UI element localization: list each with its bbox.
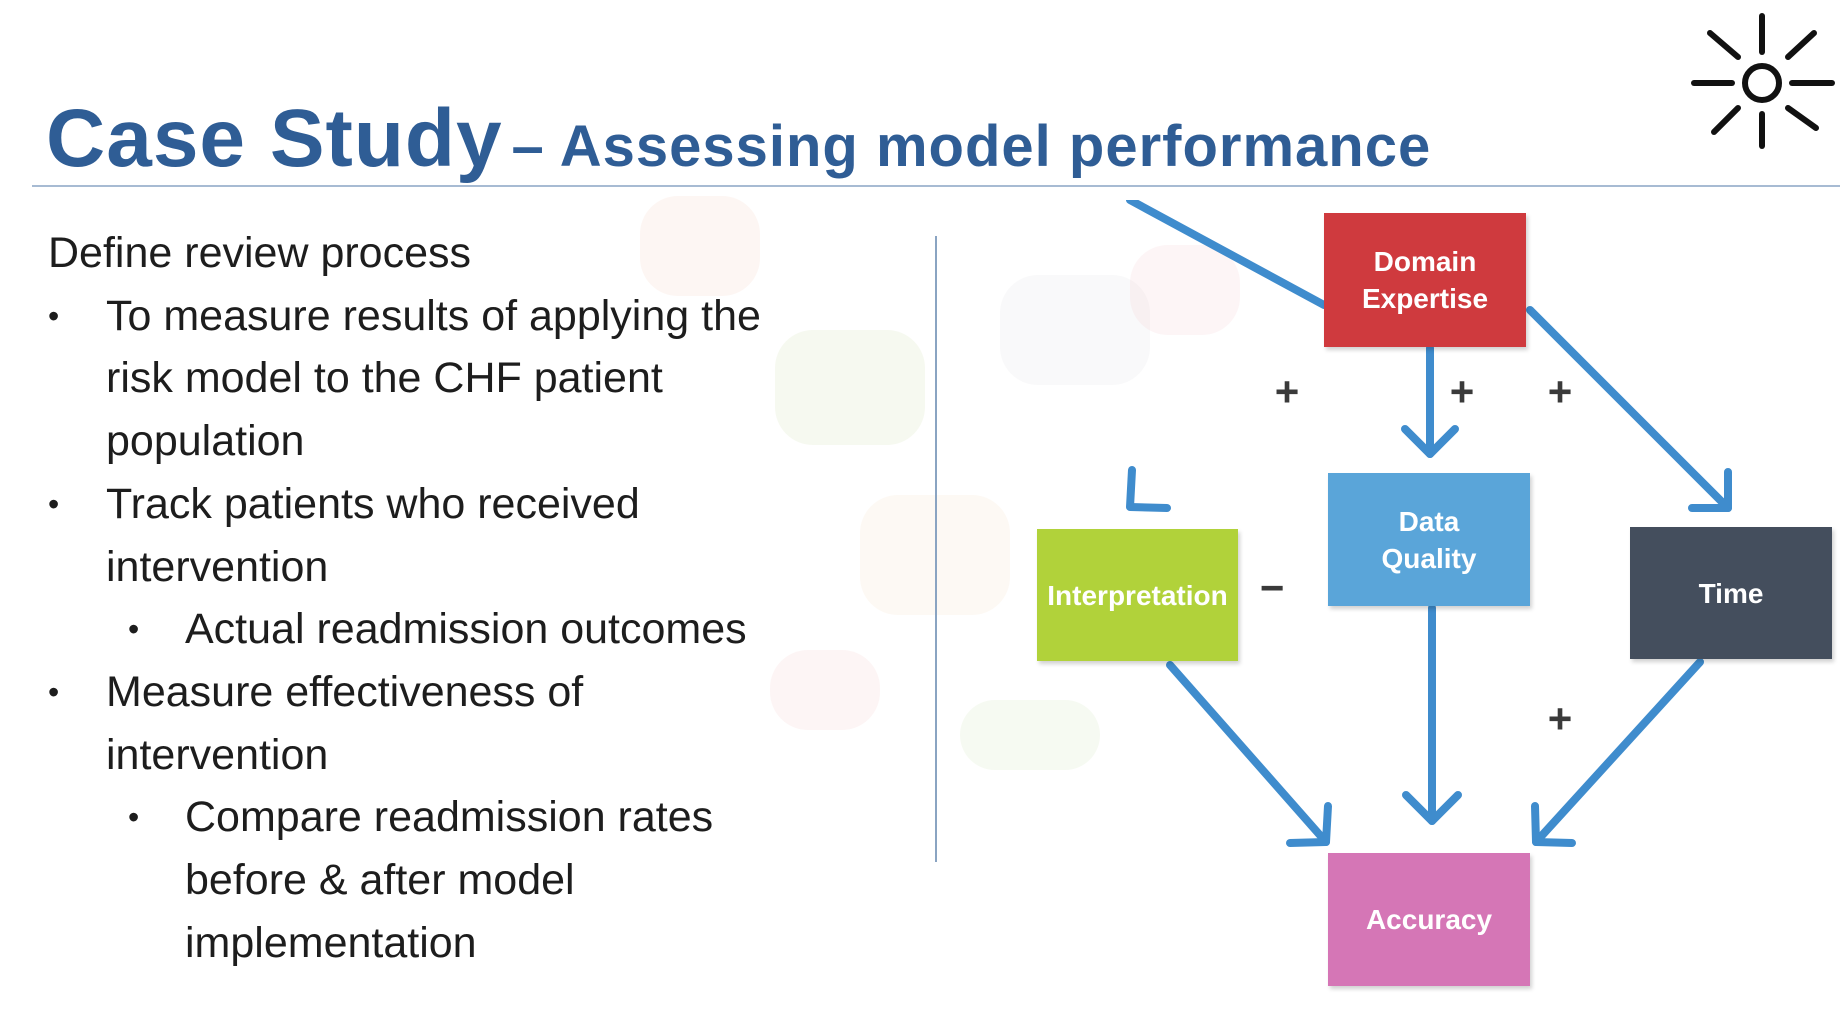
node-data-quality: Data Quality <box>1328 473 1530 606</box>
bullet-continuation: population <box>48 410 908 473</box>
arrowhead-expertise-to-interpretation <box>1126 466 1171 512</box>
title-divider <box>32 185 1840 187</box>
bullet-text: Measure effectiveness of <box>106 667 584 716</box>
arrowhead-expertise-to-data-quality <box>1401 425 1459 458</box>
bullet-text: Track patients who received <box>106 479 640 528</box>
operator-plus: + <box>1274 368 1300 415</box>
arrow-expertise-to-time <box>1526 306 1732 512</box>
node-label: Interpretation <box>1047 579 1228 611</box>
arrowhead-expertise-to-time <box>1688 468 1732 512</box>
heading-text: Define review process <box>48 229 472 277</box>
node-domain-expertise: Domain Expertise <box>1324 213 1526 347</box>
sub-bullet-continuation: implementation <box>48 912 908 975</box>
operator-plus: + <box>1547 695 1573 742</box>
text-content: Define review process • To measure resul… <box>48 222 908 974</box>
bullet-text: To measure results of applying the <box>106 291 761 340</box>
sub-bullet-text: Compare readmission rates <box>185 793 714 842</box>
background-decoration <box>960 700 1100 770</box>
node-label: Domain <box>1373 246 1477 277</box>
title-main: Case Study <box>46 93 503 184</box>
arrow-time-to-accuracy <box>1532 658 1704 846</box>
arrow-interpretation-to-accuracy <box>1166 661 1330 846</box>
influence-diagram: Domain Expertise Interpretation Data Qua… <box>1000 200 1844 1000</box>
bullet-item: • Measure effectiveness of <box>48 661 908 724</box>
bullet-text: intervention <box>106 542 329 591</box>
sub-bullet-item: • Compare readmission rates <box>48 786 908 849</box>
background-decoration <box>1130 245 1240 335</box>
background-decoration <box>775 330 925 445</box>
sub-bullet-text: implementation <box>185 918 477 967</box>
node-label: Quality <box>1381 542 1477 574</box>
node-label: Time <box>1698 577 1764 609</box>
background-decoration <box>770 650 880 730</box>
bullet-item: • To measure results of applying the <box>48 285 908 348</box>
sub-bullet-text: Actual readmission outcomes <box>185 605 747 654</box>
title-subtitle: – Assessing model performance <box>511 114 1432 179</box>
column-divider <box>935 236 937 862</box>
bullet-text: population <box>106 417 305 466</box>
bullet-continuation: risk model to the CHF patient <box>48 347 908 410</box>
background-decoration <box>1000 275 1150 385</box>
bullet-continuation: intervention <box>48 536 908 599</box>
operator-plus: + <box>1547 368 1573 415</box>
bullet-marker: • <box>48 673 60 710</box>
node-time: Time <box>1630 527 1832 659</box>
sub-bullet-item: • Actual readmission outcomes <box>48 598 908 661</box>
sub-bullet-text: before & after model <box>185 856 575 905</box>
node-label: Expertise <box>1361 283 1489 314</box>
arrowhead-time-to-accuracy <box>1531 802 1576 847</box>
arrowhead-interpretation-to-accuracy <box>1286 802 1332 847</box>
sun-burst-icon <box>1691 13 1835 149</box>
bullet-text: intervention <box>106 730 329 779</box>
node-accuracy: Accuracy <box>1328 853 1530 986</box>
page-title: Case Study – Assessing model performance <box>46 92 1431 186</box>
operator-plus: + <box>1449 368 1475 415</box>
arrowhead-data-quality-to-accuracy <box>1402 791 1462 825</box>
background-decoration <box>640 196 760 296</box>
operator-minus: − <box>1259 564 1285 611</box>
bullet-continuation: intervention <box>48 724 908 787</box>
arrow-expertise-to-interpretation <box>1126 200 1328 309</box>
bullet-marker: • <box>128 799 140 836</box>
node-label: Data <box>1398 505 1460 537</box>
bullet-marker: • <box>128 611 140 648</box>
section-heading: Define review process <box>48 222 908 285</box>
node-label: Accuracy <box>1365 904 1493 935</box>
sub-bullet-continuation: before & after model <box>48 849 908 912</box>
bullet-marker: • <box>48 485 60 522</box>
bullet-item: • Track patients who received <box>48 473 908 536</box>
bullet-text: risk model to the CHF patient <box>106 354 663 403</box>
bullet-marker: • <box>48 297 60 334</box>
node-interpretation: Interpretation <box>1037 529 1238 661</box>
diagram-arrows <box>1126 200 1732 847</box>
